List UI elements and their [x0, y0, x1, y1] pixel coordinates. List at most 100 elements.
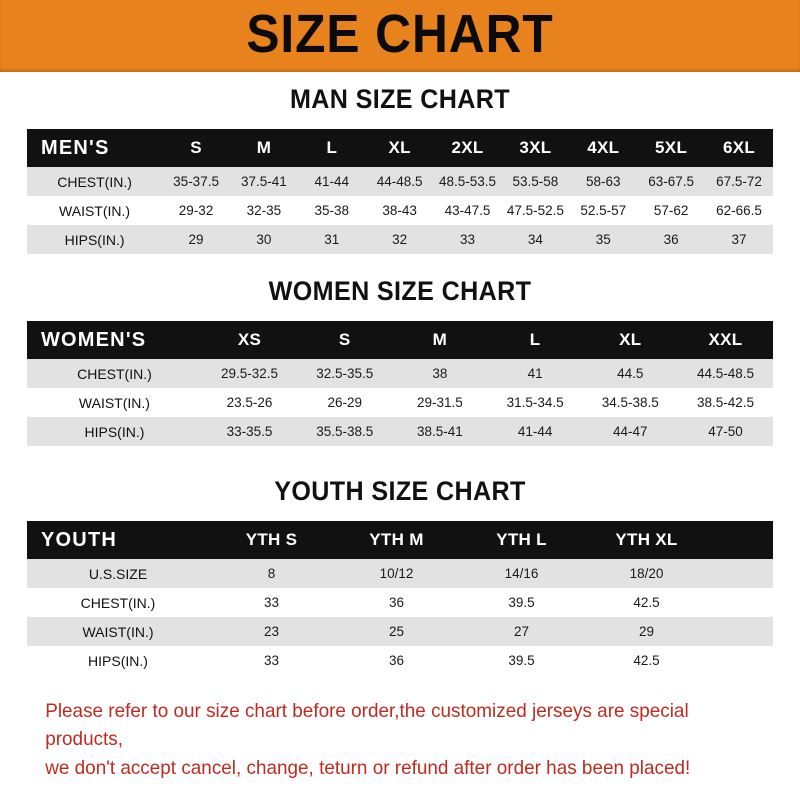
men-size-col-l: L	[326, 138, 338, 157]
men-chest-m: 37.5-41	[241, 174, 287, 189]
youth-size-col-s: YTH S	[245, 530, 298, 549]
men-size-col-6xl: 6XL	[722, 138, 756, 157]
youth-size-col-l: YTH L	[496, 530, 547, 549]
page-title: SIZE CHART	[246, 4, 554, 64]
table-row: U.S.SIZE 8 10/12 14/16 18/20	[27, 559, 773, 588]
table-row: CHEST(IN.) 35-37.5 37.5-41 41-44 44-48.5…	[27, 167, 773, 196]
footer-line-2: we don't accept cancel, change, teturn o…	[45, 756, 691, 779]
men-chest-5xl: 63-67.5	[648, 174, 694, 189]
men-size-col-4xl: 4XL	[587, 138, 620, 157]
men-waist-5xl: 57-62	[653, 203, 689, 218]
men-row-label-waist: WAIST(IN.)	[59, 202, 131, 219]
men-section-spacer	[0, 72, 800, 84]
men-hips-3xl: 34	[527, 232, 543, 247]
men-size-col-3xl: 3XL	[519, 138, 552, 157]
women-size-col-m: M	[432, 330, 448, 349]
men-waist-2xl: 43-47.5	[444, 203, 491, 218]
men-chest-xl: 44-48.5	[376, 174, 423, 189]
men-hips-2xl: 33	[459, 232, 476, 247]
youth-chest-m: 36	[388, 595, 405, 610]
women-hips-m: 38.5-41	[417, 424, 463, 439]
women-chest-xs: 29.5-32.5	[221, 366, 279, 381]
page-header-banner: SIZE CHART	[0, 0, 800, 72]
men-hips-s: 29	[188, 232, 204, 247]
women-table-header-row: WOMEN'S XS S M L XL XXL	[26, 321, 774, 359]
men-header-label: MEN'S	[41, 136, 110, 159]
men-chest-s: 35-37.5	[173, 174, 219, 189]
youth-size-col-xl: YTH XL	[615, 530, 678, 549]
youth-row-label-waist: WAIST(IN.)	[82, 623, 154, 640]
women-chest-xl: 44.5	[617, 366, 644, 381]
youth-hips-m: 36	[388, 653, 405, 668]
men-chest-3xl: 53.5-58	[512, 174, 559, 189]
men-hips-l: 31	[324, 232, 340, 247]
men-hips-xl: 32	[392, 232, 408, 247]
youth-hips-filler	[709, 646, 773, 675]
footer-disclaimer: Please refer to our size chart before or…	[20, 697, 757, 782]
women-title-gap	[0, 307, 800, 321]
women-waist-m: 29-31.5	[417, 395, 463, 410]
footer-spacer	[0, 675, 800, 697]
youth-title-gap	[0, 507, 800, 521]
men-section-title: MAN SIZE CHART	[289, 84, 511, 114]
youth-hips-s: 33	[263, 653, 280, 668]
youth-chest-filler	[709, 588, 773, 617]
men-table-header-row: MEN'S S M L XL 2XL 3XL 4XL 5XL 6XL	[27, 129, 773, 167]
men-chest-l: 41-44	[314, 174, 350, 189]
youth-row-label-chest: CHEST(IN.)	[80, 594, 156, 611]
men-hips-6xl: 37	[731, 232, 747, 247]
youth-chest-xl: 42.5	[633, 595, 660, 610]
men-chest-6xl: 67.5-72	[716, 174, 762, 189]
women-hips-l: 41-44	[517, 424, 553, 439]
table-row: WAIST(IN.) 29-32 32-35 35-38 38-43 43-47…	[27, 196, 773, 225]
men-size-col-s: S	[190, 138, 202, 157]
men-chest-4xl: 58-63	[585, 174, 621, 189]
women-size-table: WOMEN'S XS S M L XL XXL CHEST(IN.) 29.5-…	[26, 321, 774, 446]
women-waist-s: 26-29	[327, 395, 362, 410]
table-row: HIPS(IN.) 33 36 39.5 42.5	[27, 646, 773, 675]
youth-ussize-xl: 18/20	[629, 566, 664, 581]
youth-waist-s: 23	[263, 624, 280, 639]
women-chest-m: 38	[432, 366, 448, 381]
youth-ussize-s: 8	[267, 566, 276, 581]
men-hips-4xl: 35	[595, 232, 611, 247]
youth-waist-l: 27	[513, 624, 530, 639]
table-row: HIPS(IN.) 29 30 31 32 33 34 35 36 37	[27, 225, 773, 254]
women-section-spacer	[0, 254, 800, 276]
men-size-col-2xl: 2XL	[451, 138, 484, 157]
youth-row-label-hips: HIPS(IN.)	[88, 652, 148, 669]
women-waist-xl: 34.5-38.5	[601, 395, 659, 410]
youth-waist-m: 25	[388, 624, 405, 639]
women-size-col-xxl: XXL	[708, 330, 743, 349]
men-row-label-hips: HIPS(IN.)	[64, 231, 125, 248]
youth-header-label: YOUTH	[41, 528, 117, 551]
women-waist-l: 31.5-34.5	[506, 395, 564, 410]
women-chest-xxl: 44.5-48.5	[696, 366, 754, 381]
men-waist-s: 29-32	[178, 203, 214, 218]
table-row: CHEST(IN.) 33 36 39.5 42.5	[27, 588, 773, 617]
footer-line-1: Please refer to our size chart before or…	[45, 700, 689, 751]
men-waist-6xl: 62-66.5	[716, 203, 762, 218]
youth-waist-filler	[709, 617, 773, 646]
youth-size-table: YOUTH YTH S YTH M YTH L YTH XL U.S.SIZE …	[27, 521, 773, 675]
women-row-label-waist: WAIST(IN.)	[78, 394, 150, 411]
women-header-label: WOMEN'S	[40, 328, 147, 351]
men-size-col-xl: XL	[388, 138, 411, 157]
men-hips-m: 30	[256, 232, 272, 247]
youth-row-label-us-size: U.S.SIZE	[88, 565, 148, 582]
youth-hips-xl: 42.5	[633, 653, 660, 668]
women-size-col-s: S	[338, 330, 351, 349]
youth-ussize-l: 14/16	[504, 566, 539, 581]
women-row-label-hips: HIPS(IN.)	[84, 423, 145, 440]
women-chest-s: 32.5-35.5	[316, 366, 374, 381]
youth-chest-l: 39.5	[508, 595, 535, 610]
men-size-col-5xl: 5XL	[655, 138, 688, 157]
women-waist-xxl: 38.5-42.5	[696, 395, 754, 410]
men-row-label-chest: CHEST(IN.)	[57, 173, 132, 190]
women-section-title: WOMEN SIZE CHART	[268, 276, 532, 306]
men-size-table: MEN'S S M L XL 2XL 3XL 4XL 5XL 6XL CHEST…	[27, 129, 773, 254]
women-size-col-l: L	[529, 330, 541, 349]
women-size-col-xl: XL	[619, 330, 642, 349]
youth-hips-l: 39.5	[508, 653, 535, 668]
